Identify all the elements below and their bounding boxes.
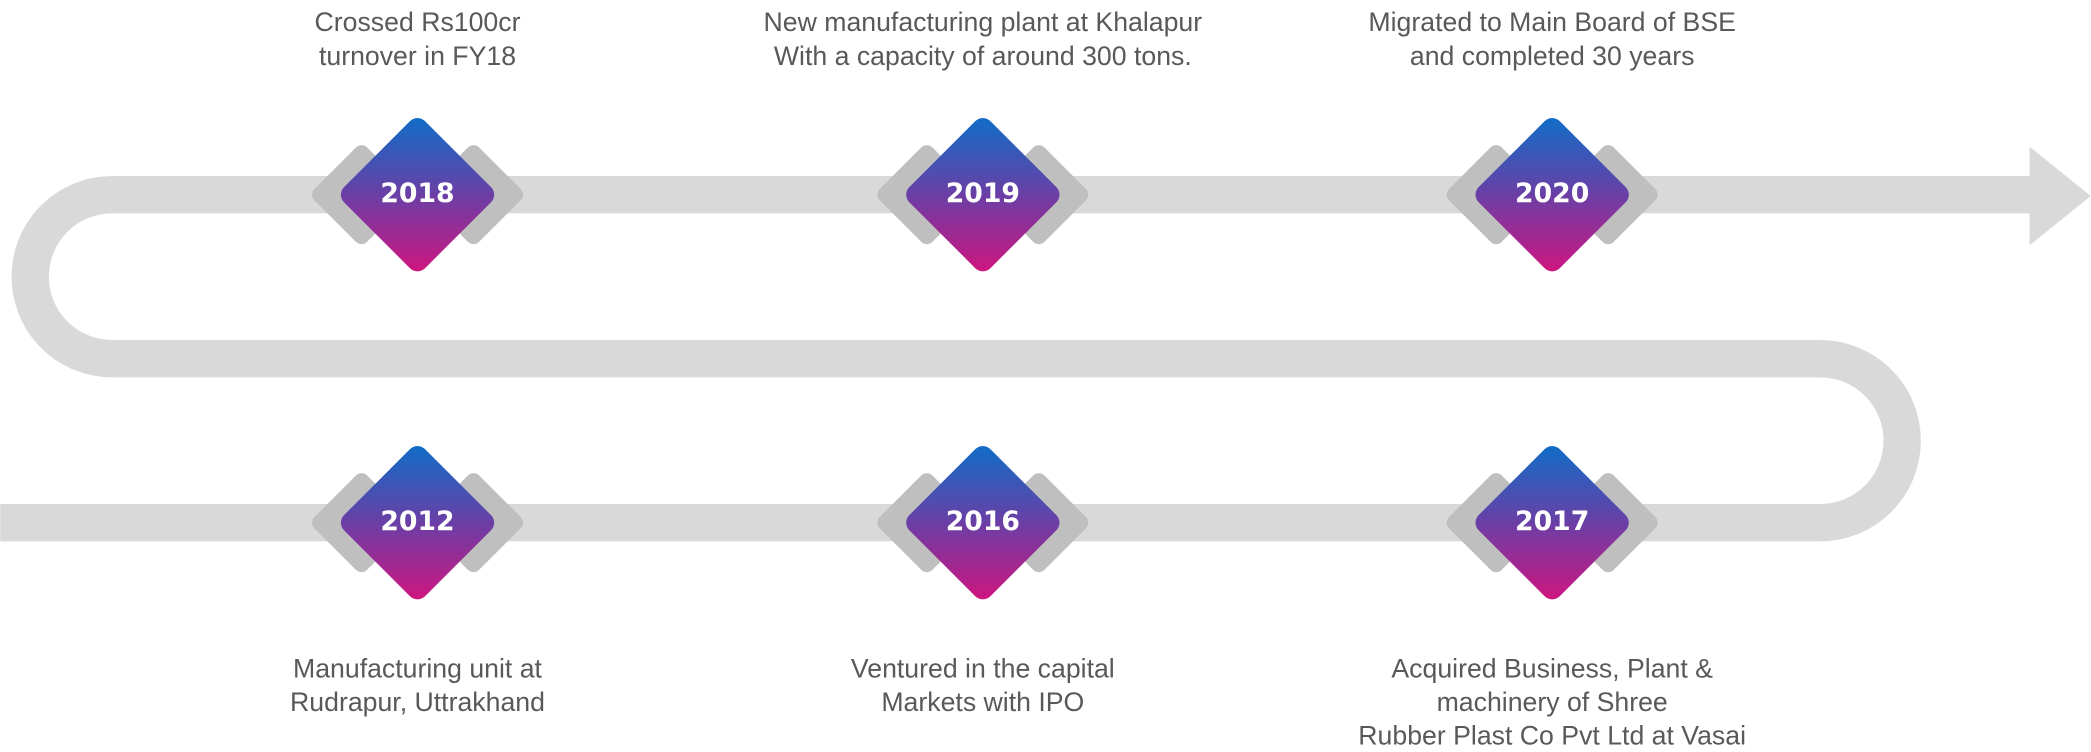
timeline-arrow bbox=[2029, 146, 2091, 246]
diamond bbox=[906, 118, 1060, 272]
milestone-text: Migrated to Main Board of BSE bbox=[1368, 7, 1735, 37]
milestone: 2018 Crossed Rs100cr turnover in FY18 bbox=[312, 7, 523, 272]
year-label: 2018 bbox=[380, 178, 454, 209]
milestone-text: turnover in FY18 bbox=[319, 41, 516, 71]
year-label: 2017 bbox=[1515, 506, 1589, 537]
milestone-text: Markets with IPO bbox=[881, 687, 1084, 717]
milestone: 2019 New manufacturing plant at Khalapur W… bbox=[764, 7, 1203, 272]
year-label: 2016 bbox=[946, 506, 1020, 537]
diamond bbox=[906, 446, 1060, 600]
milestone-text: Crossed Rs100cr bbox=[315, 7, 521, 37]
year-label: 2020 bbox=[1515, 178, 1589, 209]
diamond bbox=[340, 118, 495, 272]
year-label: 2019 bbox=[946, 178, 1020, 209]
milestone-text: With a capacity of around 300 tons. bbox=[774, 41, 1192, 71]
diamond bbox=[1475, 118, 1629, 272]
milestone-text: New manufacturing plant at Khalapur bbox=[764, 7, 1203, 37]
year-label: 2012 bbox=[380, 506, 454, 537]
milestone-text: Manufacturing unit at bbox=[293, 654, 543, 684]
milestone-text: Rudrapur, Uttrakhand bbox=[290, 687, 545, 717]
milestone: 2017 Acquired Business, Plant &machinery … bbox=[1358, 446, 1746, 750]
diamond bbox=[340, 446, 495, 600]
milestone-text: Ventured in the capital bbox=[851, 654, 1115, 684]
milestone-text: Acquired Business, Plant & bbox=[1391, 654, 1713, 684]
timeline-track bbox=[0, 176, 2035, 542]
diamond bbox=[1475, 446, 1629, 600]
milestone-text: and completed 30 years bbox=[1410, 41, 1695, 71]
milestone: 2020 Migrated to Main Board of BSE and com… bbox=[1368, 7, 1736, 272]
milestone-text: machinery of Shree bbox=[1437, 687, 1668, 717]
milestone-text: Rubber Plast Co Pvt Ltd at Vasai bbox=[1358, 720, 1746, 750]
